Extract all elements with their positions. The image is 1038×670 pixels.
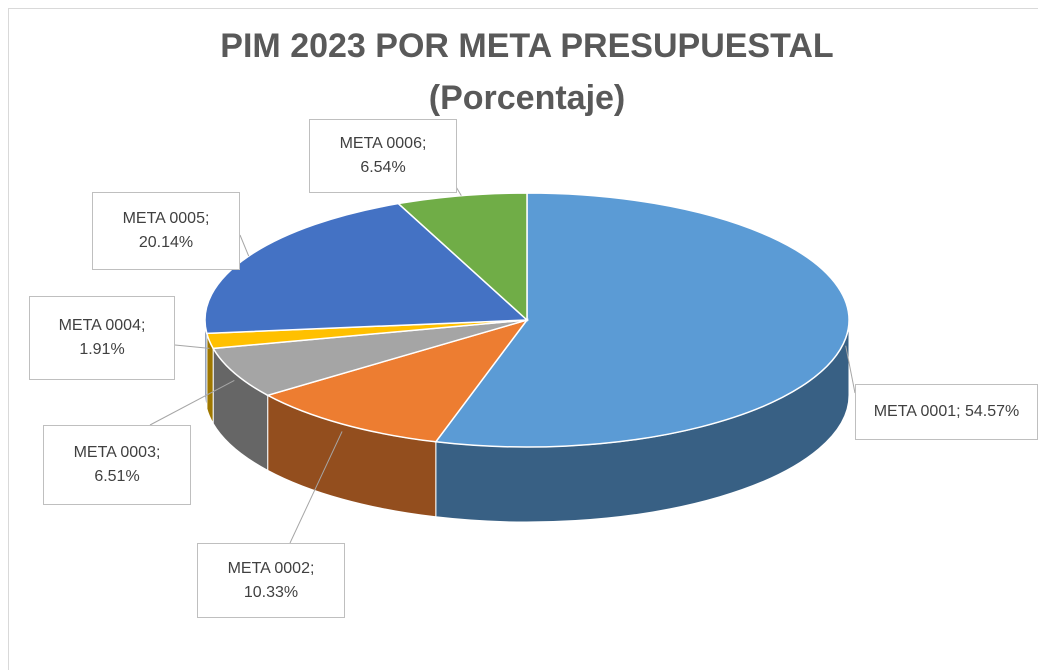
leader-line <box>289 431 343 544</box>
data-label: META 0001; 54.57% <box>855 384 1038 440</box>
pie-sides <box>204 319 850 523</box>
pie-slice <box>265 318 529 443</box>
data-label: META 0004; 1.91% <box>29 296 175 380</box>
chart-frame <box>8 8 1038 670</box>
pie-slice <box>396 192 528 322</box>
chart-title: PIM 2023 POR META PRESUPUESTAL (Porcenta… <box>220 27 834 117</box>
data-label: META 0006; 6.54% <box>309 119 457 193</box>
data-label: META 0002; 10.33% <box>197 543 345 618</box>
pie-slice <box>211 319 528 397</box>
leader-line <box>174 344 210 349</box>
leader-line <box>149 380 235 426</box>
pie-slice <box>434 192 850 448</box>
data-label: META 0003; 6.51% <box>43 425 191 505</box>
leader-line <box>239 234 250 257</box>
data-label: META 0005; 20.14% <box>92 192 240 270</box>
leader-line <box>845 345 856 394</box>
